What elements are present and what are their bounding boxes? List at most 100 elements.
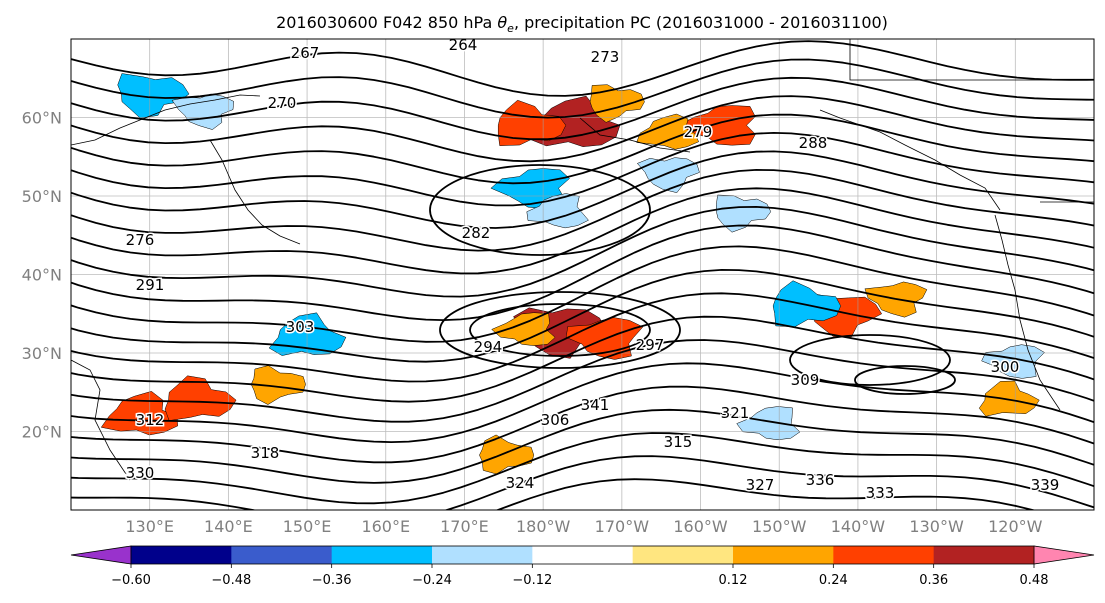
colorbar-frame <box>130 545 1035 565</box>
y-tick-label: 50°N <box>22 187 62 206</box>
contour-line <box>71 385 1094 464</box>
contour-label: 288 <box>799 134 828 152</box>
contour-label: 341 <box>581 396 610 414</box>
contour-label: 318 <box>251 444 280 462</box>
colorbar-bin <box>231 546 333 564</box>
contour-loop <box>429 164 651 256</box>
contour-label: 324 <box>506 474 535 492</box>
contour-line <box>71 292 1094 383</box>
x-tick-label: 160°W <box>673 517 728 536</box>
contour-line <box>71 206 1094 298</box>
contour-label: 339 <box>1031 476 1060 494</box>
colorbar: −0.60 −0.48 −0.36 −0.24 −0.12 0.12 0.24 0.36 0.4… <box>70 545 1095 588</box>
contour-labels: 267 264 270 273 279 276 282 288 291 294 297 300 303 3… <box>124 36 1061 504</box>
precip-patch <box>526 193 589 229</box>
colorbar-bin <box>532 546 634 564</box>
contour-line <box>71 169 1094 252</box>
y-tick-label: 60°N <box>22 109 62 128</box>
contour-line <box>71 95 1094 163</box>
precip-patch <box>268 312 347 356</box>
contour-line <box>71 224 1094 321</box>
colorbar-bin <box>833 546 935 564</box>
contour-label: 300 <box>991 358 1020 376</box>
precip-patch <box>978 380 1040 417</box>
contour-label: 282 <box>462 224 491 242</box>
contour-label: 294 <box>474 338 503 356</box>
contour-line <box>71 245 1094 343</box>
contour-loop <box>469 303 651 357</box>
contour-label: 333 <box>866 484 895 502</box>
colorbar-tick-label: −0.60 <box>111 573 151 588</box>
map-panel: 267 264 270 273 279 276 282 288 291 294 297 300 303 3… <box>71 36 1094 510</box>
colorbar-bin <box>632 546 734 564</box>
contour-label: 276 <box>126 231 155 249</box>
colorbar-tick-label: 0.48 <box>1020 573 1049 588</box>
colorbar-tick-label: −0.48 <box>211 573 251 588</box>
chart-title: 2016030600 F042 850 hPa θe, precipitatio… <box>276 13 888 35</box>
contour-label: 336 <box>806 471 835 489</box>
contour-label: 309 <box>791 371 820 389</box>
x-tick-label: 140°E <box>204 517 253 536</box>
colorbar-tick-label: −0.24 <box>412 573 452 588</box>
contour-label: 303 <box>286 318 315 336</box>
x-tick-label: 180°W <box>516 517 571 536</box>
contour-label: 315 <box>664 433 693 451</box>
contour-label: 291 <box>136 276 165 294</box>
x-tick-label: 150°W <box>752 517 807 536</box>
y-tick-label: 20°N <box>22 423 62 442</box>
precip-patch <box>100 391 178 436</box>
contour-label: 306 <box>541 411 570 429</box>
x-tick-label: 130°W <box>909 517 964 536</box>
contour-label: 273 <box>591 48 620 66</box>
contour-line <box>71 455 1094 510</box>
colorbar-tick-label: 0.24 <box>819 573 848 588</box>
theta-e-contours <box>71 40 1094 510</box>
contour-label: 312 <box>136 411 165 429</box>
contour-line <box>71 40 1094 97</box>
contour-label: 330 <box>126 464 155 482</box>
contour-label: 297 <box>636 336 665 354</box>
precip-patch <box>164 375 237 421</box>
contour-label: 264 <box>449 36 478 54</box>
contour-loop <box>854 365 956 395</box>
contour-line <box>71 269 1094 363</box>
contour-line <box>71 432 1094 505</box>
precip-patch <box>171 93 234 130</box>
coastlines <box>71 39 1094 481</box>
contour-line <box>495 478 1037 510</box>
contour-label: 267 <box>291 44 320 62</box>
x-tick-label: 130°E <box>125 517 174 536</box>
colorbar-tick-label: 0.36 <box>919 573 948 588</box>
contour-line <box>71 315 1094 403</box>
contour-label: 321 <box>721 404 750 422</box>
precip-patch <box>589 84 645 123</box>
map-frame <box>70 38 1095 511</box>
contour-line <box>71 187 1094 275</box>
colorbar-bin <box>331 546 433 564</box>
contour-label: 327 <box>746 476 775 494</box>
contour-label: 279 <box>684 123 713 141</box>
contour-line <box>71 132 1094 207</box>
colorbar-bin <box>933 546 1035 564</box>
precip-patch <box>716 194 772 233</box>
y-axis-ticks: 60°N 50°N 40°N 30°N 20°N <box>22 109 62 442</box>
contour-line <box>71 113 1094 185</box>
contour-label: 270 <box>268 94 297 112</box>
colorbar-tick-label: −0.36 <box>312 573 352 588</box>
contour-line <box>71 408 1094 484</box>
colorbar-bin <box>131 546 232 564</box>
colorbar-extend-low <box>70 545 132 565</box>
contour-line <box>71 58 1094 119</box>
colorbar-extend-high <box>1033 545 1095 565</box>
x-tick-label: 160°E <box>361 517 410 536</box>
contour-line <box>71 76 1094 141</box>
precip-patch <box>772 280 841 328</box>
x-tick-label: 120°W <box>988 517 1043 536</box>
x-tick-label: 150°E <box>283 517 332 536</box>
contour-loop <box>789 334 951 386</box>
y-tick-label: 30°N <box>22 344 62 363</box>
x-tick-label: 140°W <box>831 517 886 536</box>
x-tick-label: 170°E <box>440 517 489 536</box>
contour-line <box>71 150 1094 229</box>
